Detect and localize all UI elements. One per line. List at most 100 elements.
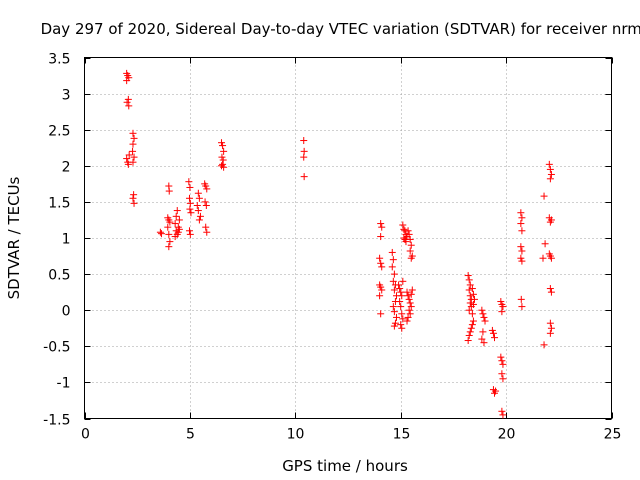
- data-point: [407, 254, 415, 262]
- data-point: [300, 137, 308, 145]
- data-point: [464, 337, 472, 345]
- data-point: [466, 292, 474, 300]
- data-point: [219, 156, 227, 164]
- data-point: [203, 228, 211, 236]
- data-point: [396, 285, 404, 293]
- data-point: [166, 218, 174, 226]
- data-point: [165, 230, 173, 238]
- y-tick-label: -1: [57, 376, 71, 392]
- data-point: [130, 153, 138, 161]
- data-point: [546, 329, 554, 337]
- data-point: [517, 254, 525, 262]
- data-point: [547, 288, 555, 296]
- data-point: [541, 240, 549, 248]
- data-point: [398, 310, 406, 318]
- data-point: [400, 225, 408, 233]
- data-point: [480, 339, 488, 347]
- data-point: [391, 319, 399, 327]
- data-point: [498, 407, 506, 415]
- data-points: [123, 69, 555, 419]
- axis-ticks: [84, 57, 613, 420]
- data-point: [405, 230, 413, 238]
- data-point: [478, 335, 486, 343]
- data-point: [470, 295, 478, 303]
- data-point: [165, 187, 173, 195]
- x-tick-label: 10: [287, 427, 305, 443]
- data-point: [186, 230, 194, 238]
- data-point: [174, 228, 182, 236]
- data-point: [186, 205, 194, 213]
- data-point: [397, 288, 405, 296]
- data-point: [539, 254, 547, 262]
- data-point: [499, 411, 507, 419]
- data-point: [395, 281, 403, 289]
- y-tick-label: 2.5: [48, 124, 70, 140]
- y-tick-label: 0.5: [48, 268, 70, 284]
- data-point: [390, 308, 398, 316]
- data-point: [187, 209, 195, 217]
- data-point: [498, 308, 506, 316]
- data-point: [467, 324, 475, 332]
- data-point: [479, 328, 487, 336]
- data-point: [124, 95, 132, 103]
- data-point: [546, 285, 554, 293]
- data-point: [402, 238, 410, 246]
- data-point: [129, 158, 137, 166]
- data-point: [498, 370, 506, 378]
- data-point: [390, 270, 398, 278]
- data-point: [130, 191, 138, 199]
- data-point: [202, 182, 210, 190]
- data-point: [377, 283, 385, 291]
- data-point: [165, 243, 173, 251]
- data-point: [171, 220, 179, 228]
- data-point: [123, 77, 131, 85]
- data-point: [407, 290, 415, 298]
- data-point: [406, 310, 414, 318]
- data-point: [469, 317, 477, 325]
- data-point: [498, 357, 506, 365]
- data-point: [201, 198, 209, 206]
- data-point: [547, 254, 555, 262]
- data-point: [492, 387, 500, 395]
- data-point: [195, 194, 203, 202]
- data-point: [547, 324, 555, 332]
- data-point: [546, 165, 554, 173]
- data-point: [378, 223, 386, 231]
- data-point: [185, 227, 193, 235]
- data-point: [497, 298, 505, 306]
- data-point: [164, 223, 172, 231]
- data-point: [540, 341, 548, 349]
- data-point: [405, 295, 413, 303]
- x-tick-label: 15: [393, 427, 411, 443]
- data-point: [157, 230, 165, 238]
- data-point: [219, 142, 227, 150]
- data-point: [517, 295, 525, 303]
- data-point: [300, 173, 308, 181]
- data-point: [378, 286, 386, 294]
- data-point: [173, 207, 181, 215]
- data-point: [175, 216, 183, 224]
- data-point: [129, 194, 137, 202]
- data-point: [166, 238, 174, 246]
- chart-title: Day 297 of 2020, Sidereal Day-to-day VTE…: [41, 20, 640, 38]
- data-point: [185, 178, 193, 186]
- y-tick-label: 1.5: [48, 196, 70, 212]
- data-point: [489, 329, 497, 337]
- data-point: [480, 313, 488, 321]
- data-point: [202, 223, 210, 231]
- data-point: [403, 317, 411, 325]
- data-point: [171, 233, 179, 241]
- data-point: [469, 290, 477, 298]
- data-point: [376, 292, 384, 300]
- data-point: [220, 147, 228, 155]
- data-point: [518, 257, 526, 265]
- x-tick-label: 0: [81, 427, 90, 443]
- data-point: [172, 212, 180, 220]
- data-point: [407, 241, 415, 249]
- x-tick-label: 25: [604, 427, 622, 443]
- data-point: [466, 328, 474, 336]
- data-point: [466, 299, 474, 307]
- data-point: [468, 310, 476, 318]
